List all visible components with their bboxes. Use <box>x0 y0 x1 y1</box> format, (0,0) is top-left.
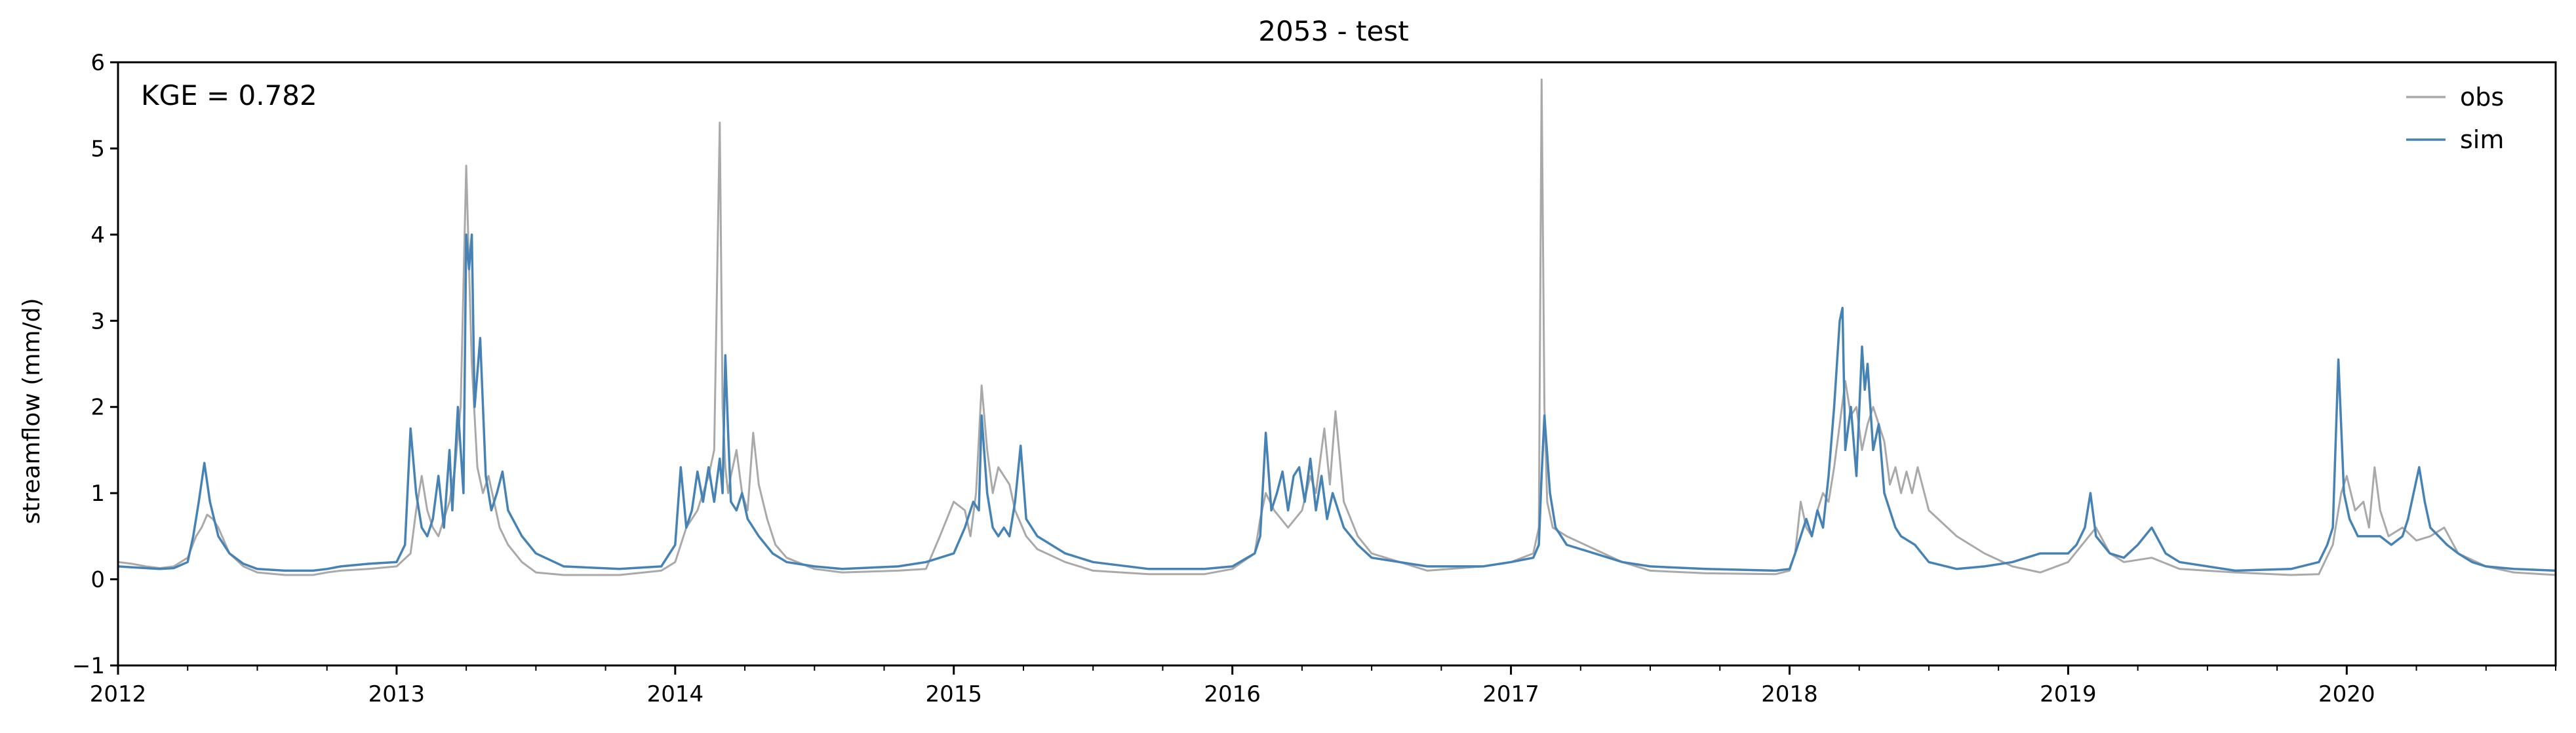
x-tick-label: 2017 <box>1482 681 1539 707</box>
x-tick-label: 2014 <box>647 681 704 707</box>
chart-title: 2053 - test <box>1258 15 1408 47</box>
y-tick-label: −1 <box>72 653 105 679</box>
y-tick-label: 1 <box>90 481 105 507</box>
y-tick-label: 2 <box>90 395 105 421</box>
kge-annotation: KGE = 0.782 <box>141 79 317 111</box>
series-line-obs <box>117 78 2556 576</box>
x-tick-label: 2013 <box>368 681 426 707</box>
x-axis: 2012 2013 2014 2015 2016 2017 2018 2019 2020 <box>90 665 2556 707</box>
y-tick-label: 0 <box>90 567 105 593</box>
x-tick-label: 2016 <box>1204 681 1261 707</box>
y-tick-label: 5 <box>90 136 105 162</box>
y-tick-label: 3 <box>90 308 105 334</box>
x-tick-label: 2019 <box>2040 681 2097 707</box>
legend-obs-label: obs <box>2460 83 2504 111</box>
y-axis-label: streamflow (mm/d) <box>18 298 45 525</box>
series-layer <box>117 78 2556 576</box>
legend-sim-label: sim <box>2460 125 2504 154</box>
x-tick-label: 2015 <box>925 681 982 707</box>
legend: obs sim <box>2406 83 2504 154</box>
x-tick-label: 2020 <box>2318 681 2375 707</box>
x-tick-label: 2012 <box>90 681 147 707</box>
plot-frame <box>117 61 2557 667</box>
y-axis: −1 0 1 2 3 4 5 6 <box>72 50 118 679</box>
y-tick-label: 6 <box>90 50 105 76</box>
y-tick-label: 4 <box>90 222 105 248</box>
x-tick-label: 2018 <box>1761 681 1818 707</box>
series-line-sim <box>117 233 2556 572</box>
plot-area <box>117 61 2557 667</box>
